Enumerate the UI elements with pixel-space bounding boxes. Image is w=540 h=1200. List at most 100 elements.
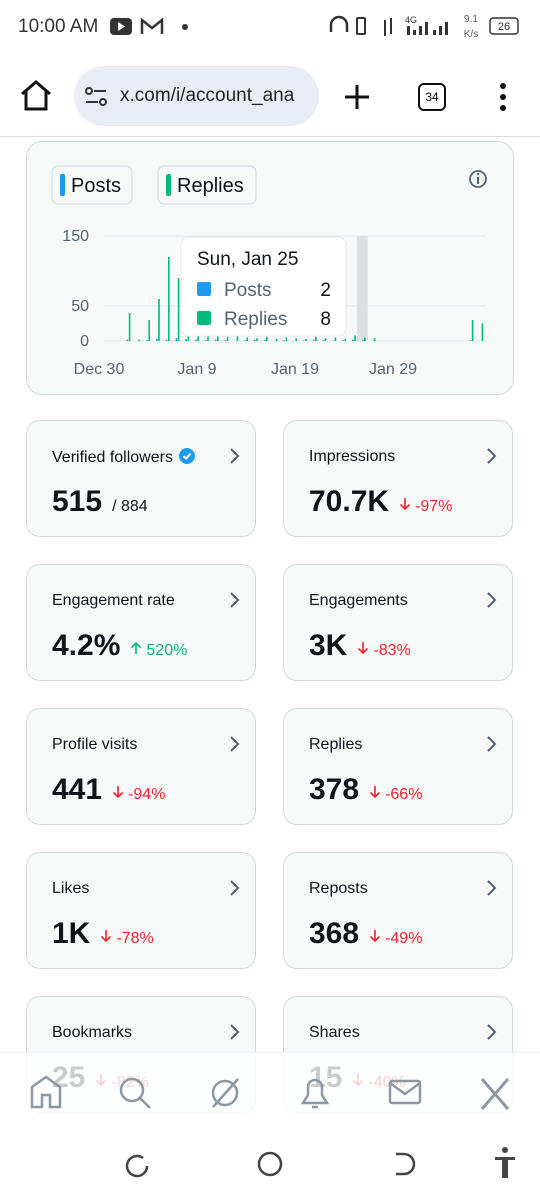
bar: [138, 339, 141, 341]
chevron: [486, 447, 498, 470]
tooltip-swatch: [197, 311, 211, 325]
y-tick-label: 150: [62, 228, 89, 245]
tooltip-series-name: Replies: [224, 309, 287, 330]
site-settings-icon[interactable]: [84, 86, 108, 108]
bar: [275, 338, 278, 341]
menu-button[interactable]: [496, 82, 510, 112]
trend-arrow: [100, 929, 112, 943]
bar: [185, 338, 187, 341]
stat-title: Engagement rate: [52, 592, 175, 610]
divider: [0, 136, 540, 137]
stat-title: Engagements: [309, 592, 408, 610]
stat-card[interactable]: Replies 378 -66%: [283, 708, 513, 825]
bar: [322, 340, 325, 341]
stat-card[interactable]: Verified followers 515 / 884: [26, 420, 256, 537]
stat-change: -97%: [399, 498, 452, 515]
url-bar[interactable]: x.com/i/account_ana: [74, 66, 319, 126]
accessibility-button[interactable]: [495, 1147, 515, 1178]
stat-title-text: Shares: [309, 1024, 360, 1041]
legend-label: Replies: [177, 175, 244, 197]
stat-title-text: Profile visits: [52, 736, 138, 753]
stat-change-text: -94%: [128, 786, 166, 803]
info-icon[interactable]: [469, 170, 487, 188]
stat-title: Shares: [309, 1024, 360, 1042]
tab-count[interactable]: 34: [418, 83, 446, 111]
y-tick-label: 50: [71, 298, 89, 315]
bar: [146, 340, 148, 341]
legend-button[interactable]: [157, 165, 257, 205]
system-icons: 4G 9.1 K/s 26: [329, 14, 519, 40]
bar: [156, 338, 158, 341]
verified-badge: [178, 448, 195, 464]
legend-swatch: [166, 174, 171, 196]
bottom-nav-icons: [30, 1075, 510, 1110]
bar: [195, 339, 197, 341]
bar: [175, 338, 178, 341]
bar: [295, 338, 297, 341]
stat-change: -83%: [357, 642, 411, 659]
stat-card[interactable]: Likes 1K -78%: [26, 852, 256, 969]
stat-card[interactable]: Engagement rate 4.2% 520%: [26, 564, 256, 681]
legend-button[interactable]: [51, 165, 133, 205]
nav-grok[interactable]: [211, 1079, 239, 1107]
stat-card[interactable]: Engagements 3K -83%: [283, 564, 513, 681]
nav-search-handle: [139, 1097, 151, 1109]
stat-value: 441 -94%: [52, 773, 165, 807]
home-nav-button[interactable]: [257, 1151, 283, 1177]
chevron: [486, 879, 498, 902]
bar: [352, 339, 354, 341]
stat-title-text: Bookmarks: [52, 1024, 133, 1041]
clock: 10:00 AM: [18, 16, 99, 37]
new-tab-button[interactable]: [342, 82, 372, 112]
nav-home[interactable]: [30, 1075, 62, 1109]
stat-card[interactable]: Profile visits 441 -94%: [26, 708, 256, 825]
stat-title: Impressions: [309, 448, 395, 466]
stat-change: -66%: [369, 786, 422, 803]
bar: [256, 338, 258, 341]
net-speed: 9.1: [464, 14, 478, 25]
network-type: 4G: [405, 15, 417, 25]
nav-notifications[interactable]: [300, 1078, 330, 1109]
y-tick-label: 0: [80, 333, 89, 350]
bar: [266, 336, 268, 341]
hover-highlight: [356, 236, 368, 341]
stat-title-text: Verified followers: [52, 449, 173, 466]
bar: [158, 299, 160, 341]
nav-x[interactable]: [480, 1078, 510, 1110]
notification-icons: [110, 17, 188, 35]
back-button[interactable]: [396, 1152, 416, 1176]
nav-messages[interactable]: [388, 1079, 422, 1105]
chevron: [229, 735, 241, 758]
chevron: [229, 447, 241, 470]
chart: Posts Replies 0 50 150 Dec 30 Jan 9 Jan 19 Jan 2…: [51, 165, 487, 378]
legend-label: Posts: [71, 175, 121, 197]
trend-arrow: [399, 497, 411, 511]
bar: [344, 338, 346, 341]
bar: [315, 336, 317, 341]
stat-change-text: -83%: [373, 642, 411, 659]
bar: [246, 337, 248, 341]
stat-change: -94%: [112, 786, 165, 803]
bar: [342, 340, 344, 341]
bar: [469, 340, 472, 341]
home-button[interactable]: [18, 78, 54, 114]
legend-swatch: [60, 174, 65, 196]
bar: [361, 340, 364, 341]
stat-card[interactable]: Reposts 368 -49%: [283, 852, 513, 969]
bar: [305, 338, 307, 341]
stat-title: Reposts: [309, 880, 368, 898]
bar: [283, 340, 285, 341]
stat-title-text: Engagements: [309, 592, 408, 609]
bar: [205, 340, 207, 341]
stat-number: 1K: [52, 917, 91, 950]
chevron: [486, 591, 498, 614]
stat-card[interactable]: Impressions 70.7K -97%: [283, 420, 513, 537]
stat-title-text: Impressions: [309, 448, 396, 465]
recents-button[interactable]: [125, 1154, 149, 1178]
tooltip: [180, 236, 347, 337]
stat-value: 515 / 884: [52, 485, 148, 519]
bar: [148, 320, 150, 341]
stat-title: Likes: [52, 880, 89, 898]
stat-change-text: -78%: [116, 930, 154, 947]
nav-search[interactable]: [119, 1077, 145, 1103]
